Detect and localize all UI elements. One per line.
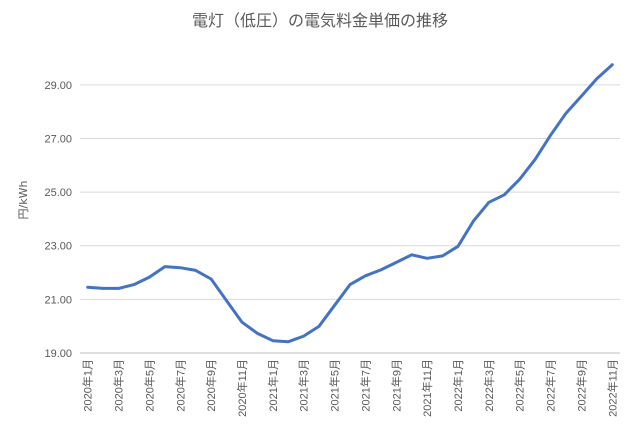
data-point <box>287 340 290 343</box>
data-point <box>364 274 367 277</box>
data-point <box>595 77 599 80</box>
data-point <box>333 304 336 307</box>
data-point <box>472 219 475 223</box>
data-point <box>487 201 491 204</box>
x-tick-label: 2021年7月 <box>358 359 372 412</box>
series-line <box>86 63 614 344</box>
data-point <box>348 283 352 286</box>
x-tick-label: 2020年3月 <box>112 359 126 412</box>
y-axis-tick-labels: 19.00 21.00 23.00 25.00 27.00 29.00 <box>44 80 72 360</box>
data-point <box>549 134 552 137</box>
x-tick-label: 2021年11月 <box>420 359 434 417</box>
data-point <box>564 112 568 115</box>
x-tick-label: 2022年5月 <box>513 359 527 412</box>
x-tick-label: 2022年1月 <box>451 359 465 412</box>
x-tick-label: 2020年5月 <box>142 359 156 412</box>
x-tick-label: 2020年11月 <box>235 359 249 417</box>
y-tick-label: 21.00 <box>44 294 72 306</box>
data-point <box>503 193 506 196</box>
data-point <box>179 266 182 269</box>
data-point <box>194 269 197 272</box>
y-tick-label: 25.00 <box>44 187 72 199</box>
x-tick-label: 2022年9月 <box>574 359 588 412</box>
data-point <box>86 286 89 289</box>
y-tick-label: 19.00 <box>44 348 72 360</box>
data-point <box>518 178 521 181</box>
data-point <box>117 287 120 290</box>
data-point <box>101 287 105 290</box>
data-point <box>395 261 398 264</box>
data-point <box>456 245 460 248</box>
data-point <box>209 277 213 281</box>
data-point <box>256 332 259 335</box>
data-points <box>86 63 614 343</box>
data-point <box>425 257 429 260</box>
data-point <box>317 324 321 328</box>
y-tick-label: 23.00 <box>44 241 72 253</box>
x-tick-label: 2021年9月 <box>389 359 403 412</box>
x-tick-label: 2020年9月 <box>204 359 218 412</box>
data-point <box>302 334 305 338</box>
y-tick-label: 29.00 <box>44 80 72 92</box>
data-point <box>611 63 614 66</box>
data-point <box>379 268 383 272</box>
x-tick-label: 2020年1月 <box>81 359 95 412</box>
x-tick-label: 2021年1月 <box>266 359 280 412</box>
x-axis-tick-labels: 2020年1月 2020年3月 2020年5月 2020年7月 2020年9月 2020年… <box>81 359 620 417</box>
x-tick-label: 2022年11月 <box>605 359 619 417</box>
data-point <box>441 254 444 258</box>
chart-title: 電灯（低圧）の電気料金単価の推移 <box>192 11 448 30</box>
data-point <box>148 275 151 279</box>
data-point <box>225 299 228 302</box>
data-point <box>580 94 583 98</box>
x-tick-label: 2021年3月 <box>297 359 311 412</box>
x-tick-label: 2020年7月 <box>173 359 187 412</box>
data-point <box>163 265 167 268</box>
x-tick-label: 2021年5月 <box>328 359 342 412</box>
x-tick-label: 2022年7月 <box>544 359 558 412</box>
y-axis-label: 円/kWh <box>17 181 30 220</box>
data-point <box>240 320 244 324</box>
data-point <box>410 253 413 257</box>
data-point <box>533 158 537 161</box>
data-point <box>132 283 136 286</box>
gridlines <box>80 84 620 354</box>
y-tick-label: 27.00 <box>44 133 72 145</box>
x-tick-label: 2022年3月 <box>482 359 496 412</box>
data-point <box>271 339 275 342</box>
